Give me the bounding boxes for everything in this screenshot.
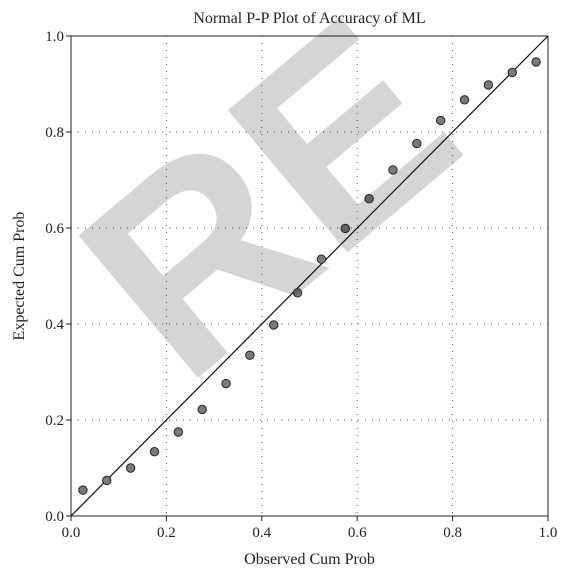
x-tick-label: 0.0 [62, 525, 81, 541]
x-tick-label: 0.4 [252, 525, 271, 541]
data-point [174, 428, 182, 436]
y-tick-label: 0.0 [45, 509, 64, 525]
y-axis-ticks: 0.00.20.40.60.81.0 [45, 29, 71, 525]
data-point [126, 464, 134, 472]
y-tick-label: 0.8 [45, 125, 64, 141]
x-axis-ticks: 0.0 0.2 0.4 0.6 0.8 1.0 [62, 516, 558, 541]
y-tick-label: 0.4 [45, 317, 64, 333]
data-point [79, 486, 87, 494]
data-point [508, 68, 516, 76]
x-tick-label: 0.8 [443, 525, 462, 541]
y-tick-label: 1.0 [45, 29, 64, 45]
watermark-text: RE [28, 0, 509, 434]
x-tick-label: 0.6 [348, 525, 367, 541]
x-tick-label: 1.0 [539, 525, 558, 541]
data-point [532, 58, 540, 66]
y-axis-label: Expected Cum Prob [11, 212, 28, 341]
y-tick-label: 0.2 [45, 413, 64, 429]
data-point [103, 476, 111, 484]
data-point [150, 447, 158, 455]
data-point [484, 81, 492, 89]
data-point [460, 96, 468, 104]
x-axis-label: Observed Cum Prob [244, 551, 375, 568]
x-tick-label: 0.2 [157, 525, 176, 541]
watermark: RE [28, 0, 509, 434]
